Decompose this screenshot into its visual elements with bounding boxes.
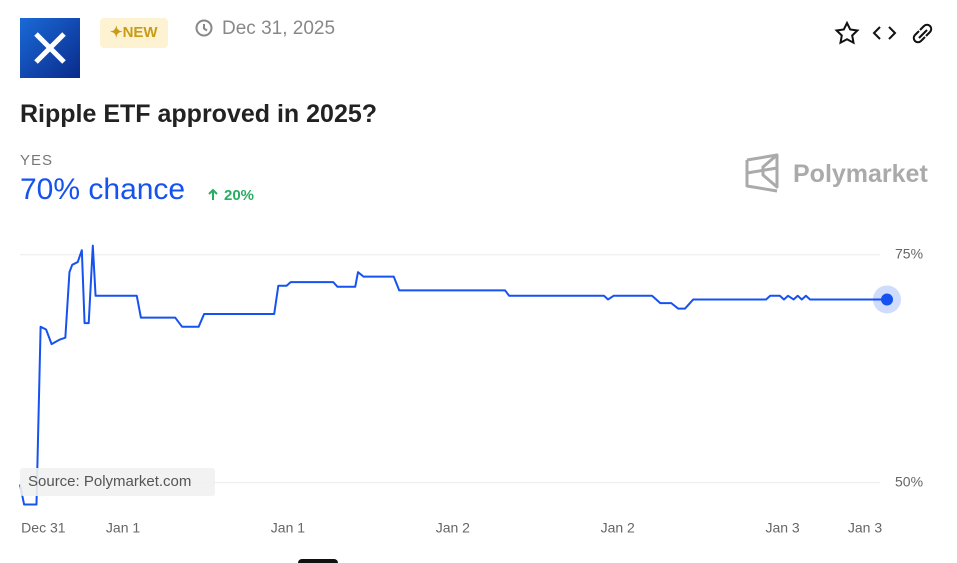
y-tick-label: 75% xyxy=(895,245,923,261)
new-badge: ✦NEW xyxy=(100,18,168,48)
x-tick-label: Jan 3 xyxy=(848,520,882,536)
badge-text: NEW xyxy=(122,24,158,41)
scroll-handle xyxy=(298,559,338,563)
embed-button[interactable] xyxy=(872,26,897,40)
chance: 70% chance xyxy=(20,173,186,206)
clock-icon xyxy=(195,19,213,37)
market-title: Ripple ETF approved in 2025? xyxy=(20,100,378,128)
date: Dec 31, 2025 xyxy=(222,18,336,39)
change: 20% xyxy=(224,187,255,204)
x-tick-label: Jan 1 xyxy=(271,520,305,536)
x-tick-label: Jan 1 xyxy=(106,520,140,536)
up-arrow xyxy=(208,188,218,200)
x-tick-label: Dec 31 xyxy=(21,520,66,536)
source-bg xyxy=(20,468,215,496)
link-button[interactable] xyxy=(912,23,933,44)
end-point xyxy=(881,293,893,306)
y-tick-label: 50% xyxy=(895,473,923,489)
x-tick-label: Jan 2 xyxy=(436,520,470,536)
brand-logo xyxy=(745,153,779,193)
source: Source: Polymarket.com xyxy=(28,473,191,490)
outcome: YES xyxy=(20,152,54,169)
price-line xyxy=(19,244,887,506)
market-icon-x xyxy=(34,32,66,64)
brand: Polymarket xyxy=(793,160,928,188)
star-button[interactable] xyxy=(834,20,860,45)
x-tick-label: Jan 3 xyxy=(765,520,799,536)
x-tick-label: Jan 2 xyxy=(601,520,635,536)
